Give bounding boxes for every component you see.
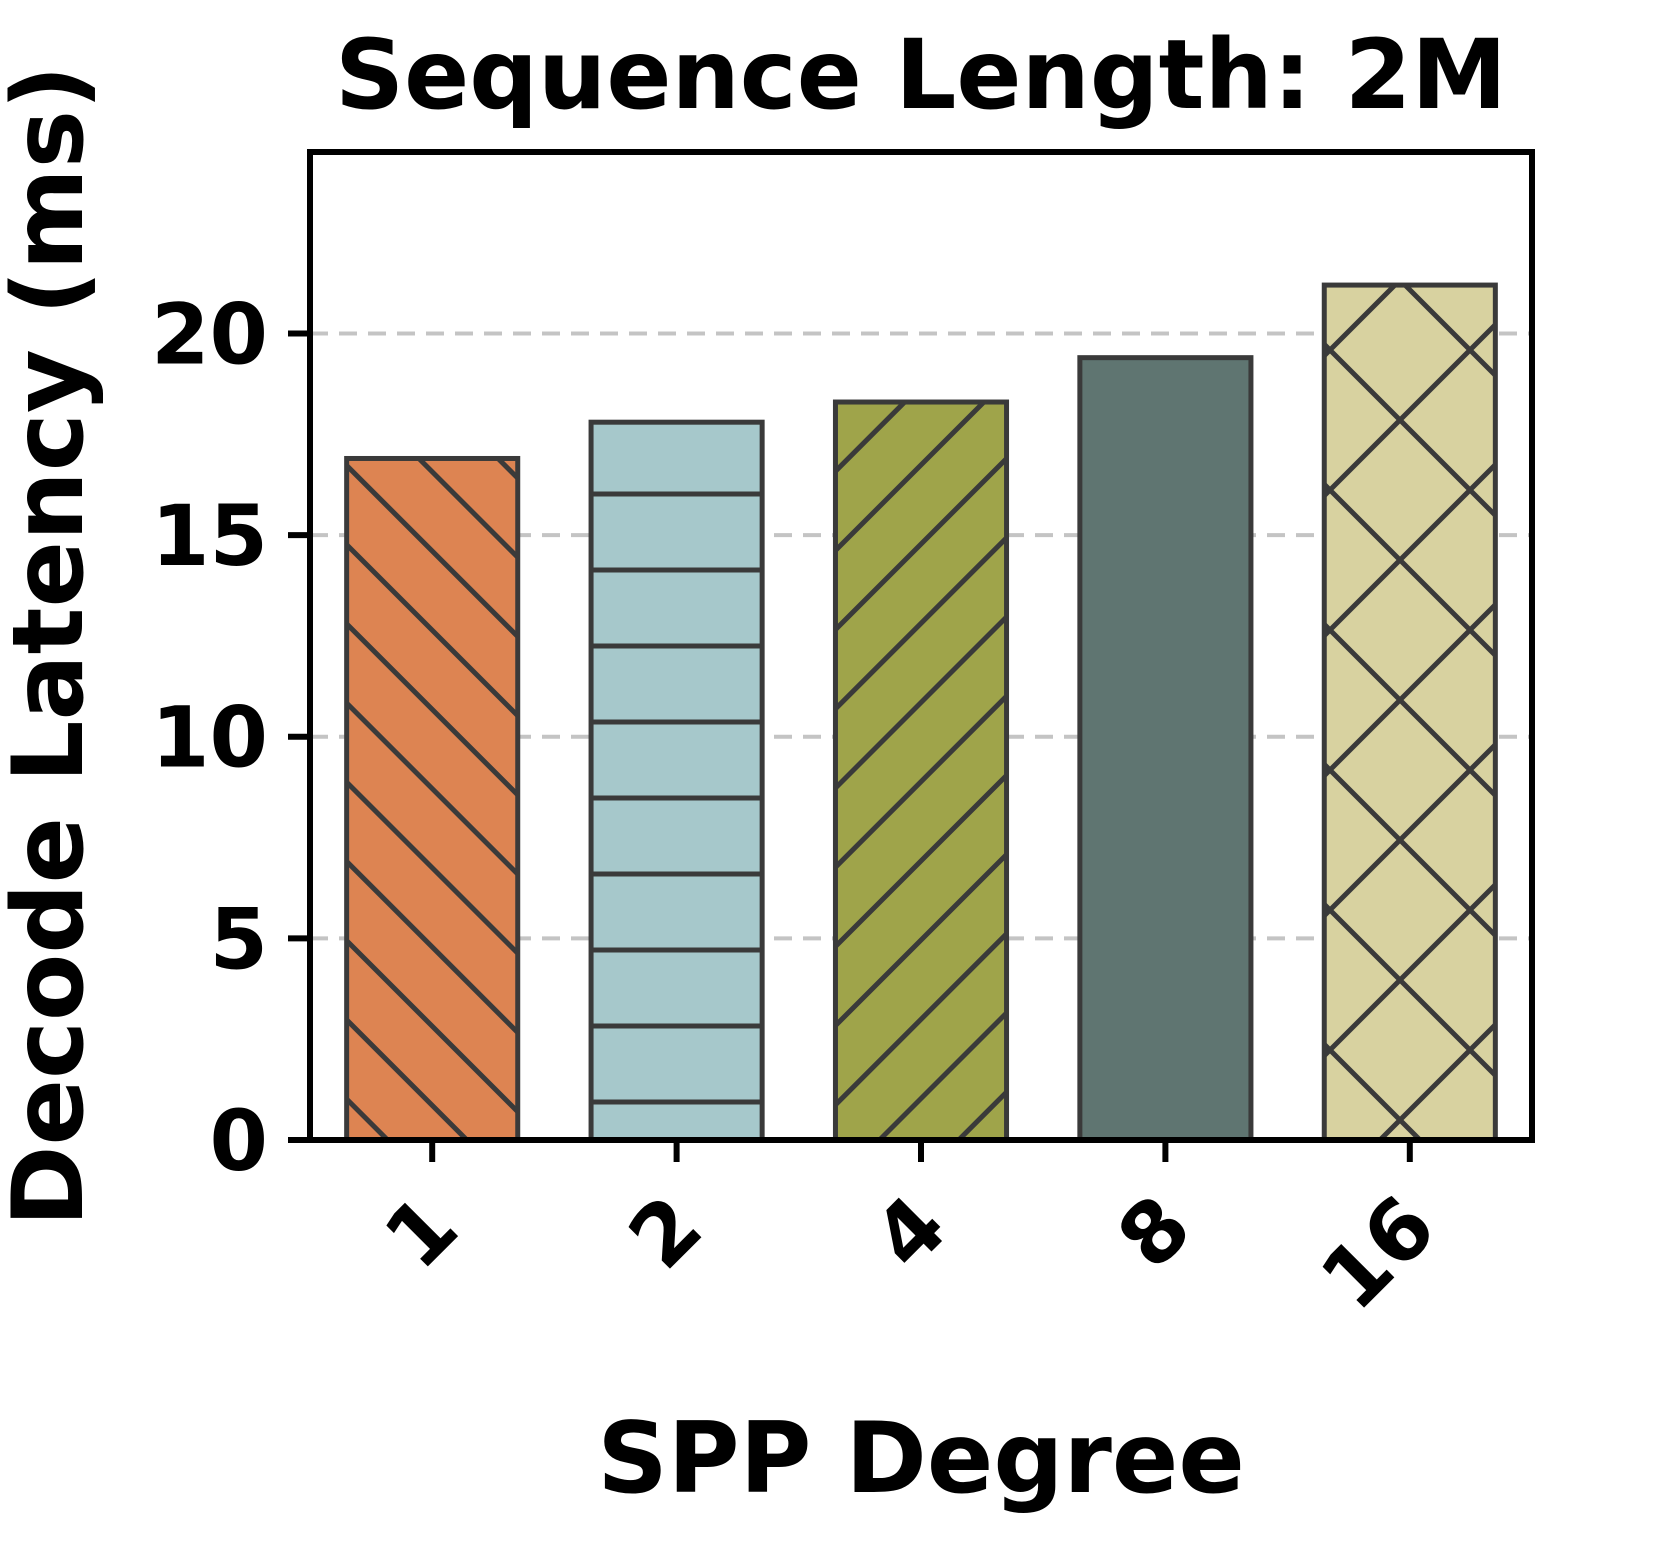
x-tick-label: 8 [1099,1177,1210,1288]
y-tick-label: 20 [151,285,268,383]
x-tick-label: 16 [1302,1177,1454,1329]
x-axis-label: SPP Degree [597,1402,1245,1516]
y-tick-label: 0 [210,1092,268,1190]
axis-ticks [288,330,1413,1162]
bar-hatch [591,422,763,1140]
bar [1079,357,1251,1141]
bar-hatch [835,402,1007,1140]
y-tick-label: 10 [151,689,268,787]
y-tick-label: 5 [210,890,268,988]
x-tick-label: 4 [855,1177,966,1288]
y-axis-label: Decode Latency (ms) [0,65,106,1227]
bars [344,282,1498,1143]
x-tick-label: 1 [366,1177,477,1288]
x-tick-label: 2 [610,1177,721,1288]
y-tick-label: 15 [151,487,268,585]
bar-hatch [346,458,518,1140]
chart-title: Sequence Length: 2M [335,19,1507,131]
bar-hatch [1324,285,1496,1141]
